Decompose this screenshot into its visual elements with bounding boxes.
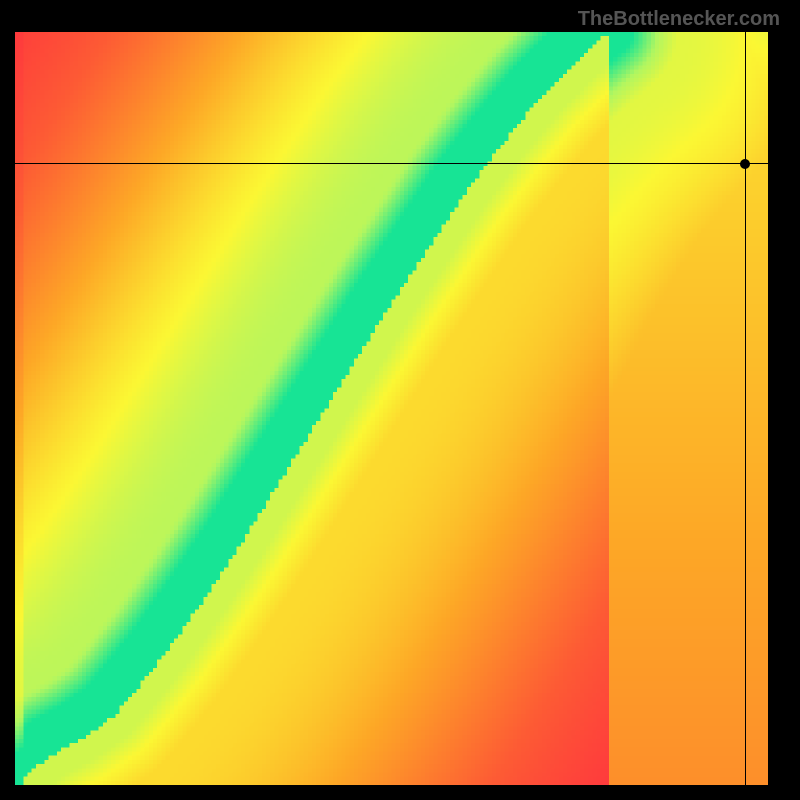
crosshair-vertical <box>745 32 746 785</box>
watermark-text: TheBottlenecker.com <box>578 8 780 31</box>
crosshair-marker-dot <box>740 159 750 169</box>
heatmap-canvas <box>15 32 768 785</box>
heatmap-plot <box>15 32 768 785</box>
crosshair-horizontal <box>15 163 768 164</box>
